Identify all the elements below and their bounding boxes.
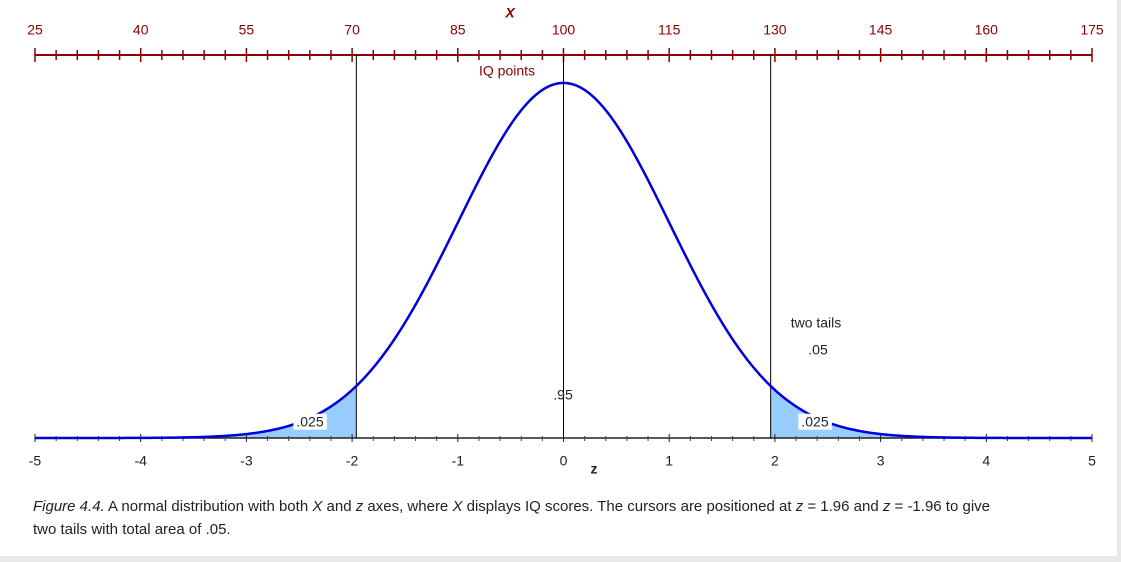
z-tick-label: 0 — [560, 453, 568, 469]
caption-text: = -1.96 to give — [890, 498, 991, 515]
x-tick-label: 40 — [133, 22, 149, 38]
caption-line: Figure 4.4. A normal distribution with b… — [33, 495, 990, 518]
z-tick-label: -2 — [346, 453, 359, 469]
z-tick-label: -5 — [29, 453, 42, 469]
x-tick-label: 130 — [763, 22, 787, 38]
caption-text: z — [355, 498, 364, 515]
z-tick-label: -1 — [452, 453, 465, 469]
caption-text: X — [312, 498, 323, 515]
left-tail — [35, 385, 357, 438]
caption-text: Figure 4.4. — [33, 498, 105, 515]
annotation: .025 — [801, 414, 828, 430]
x-tick-label: 145 — [869, 22, 893, 38]
caption-text: A normal distribution with both — [104, 498, 313, 515]
caption: Figure 4.4. A normal distribution with b… — [33, 495, 990, 541]
annotation: .025 — [296, 414, 323, 430]
caption-text: z — [882, 498, 891, 515]
caption-line: two tails with total area of .05. — [33, 518, 990, 541]
caption-text: displays IQ scores. The cursors are posi… — [462, 498, 796, 515]
density-curve — [35, 81, 1092, 440]
annotation-bg — [798, 413, 832, 430]
caption-text: and — [322, 498, 356, 515]
z-tick-label: 5 — [1088, 453, 1096, 469]
x-tick-label: 115 — [658, 22, 681, 38]
annotation: two tails — [791, 315, 842, 331]
chart: -5 -4 -3 -2 -1 0 1 2 3 4 5 z 25 40 55 70 85 100 115 130 145 1… — [27, 5, 1104, 477]
caption-text: axes, where — [363, 498, 453, 515]
x-axis-label: X — [504, 5, 516, 21]
z-tick-label: 1 — [665, 453, 673, 469]
annotation: .05 — [808, 342, 828, 358]
x-tick-label: 100 — [552, 22, 576, 38]
x-tick-label: 85 — [450, 22, 466, 38]
caption-text: X — [452, 498, 463, 515]
annotation-bg — [293, 413, 327, 430]
right-tail — [770, 385, 1092, 438]
z-tick-label: 4 — [982, 453, 990, 469]
x-tick-label: 55 — [239, 22, 255, 38]
caption-text: z — [795, 498, 804, 515]
caption-text: = 1.96 and — [803, 498, 883, 515]
caption-text: two tails with total area of .05. — [33, 521, 231, 538]
x-tick-label: 175 — [1080, 22, 1104, 38]
z-tick-label: 3 — [877, 453, 885, 469]
x-axis-sublabel: IQ points — [479, 63, 535, 79]
z-tick-label: -3 — [240, 453, 253, 469]
z-tick-label: -4 — [134, 453, 147, 469]
z-tick-label: 2 — [771, 453, 779, 469]
z-axis-label: z — [591, 461, 598, 477]
x-tick-label: 160 — [975, 22, 999, 38]
x-tick-label: 25 — [27, 22, 43, 38]
x-tick-label: 70 — [344, 22, 360, 38]
label-bg — [476, 62, 538, 79]
annotation: .95 — [553, 387, 573, 403]
